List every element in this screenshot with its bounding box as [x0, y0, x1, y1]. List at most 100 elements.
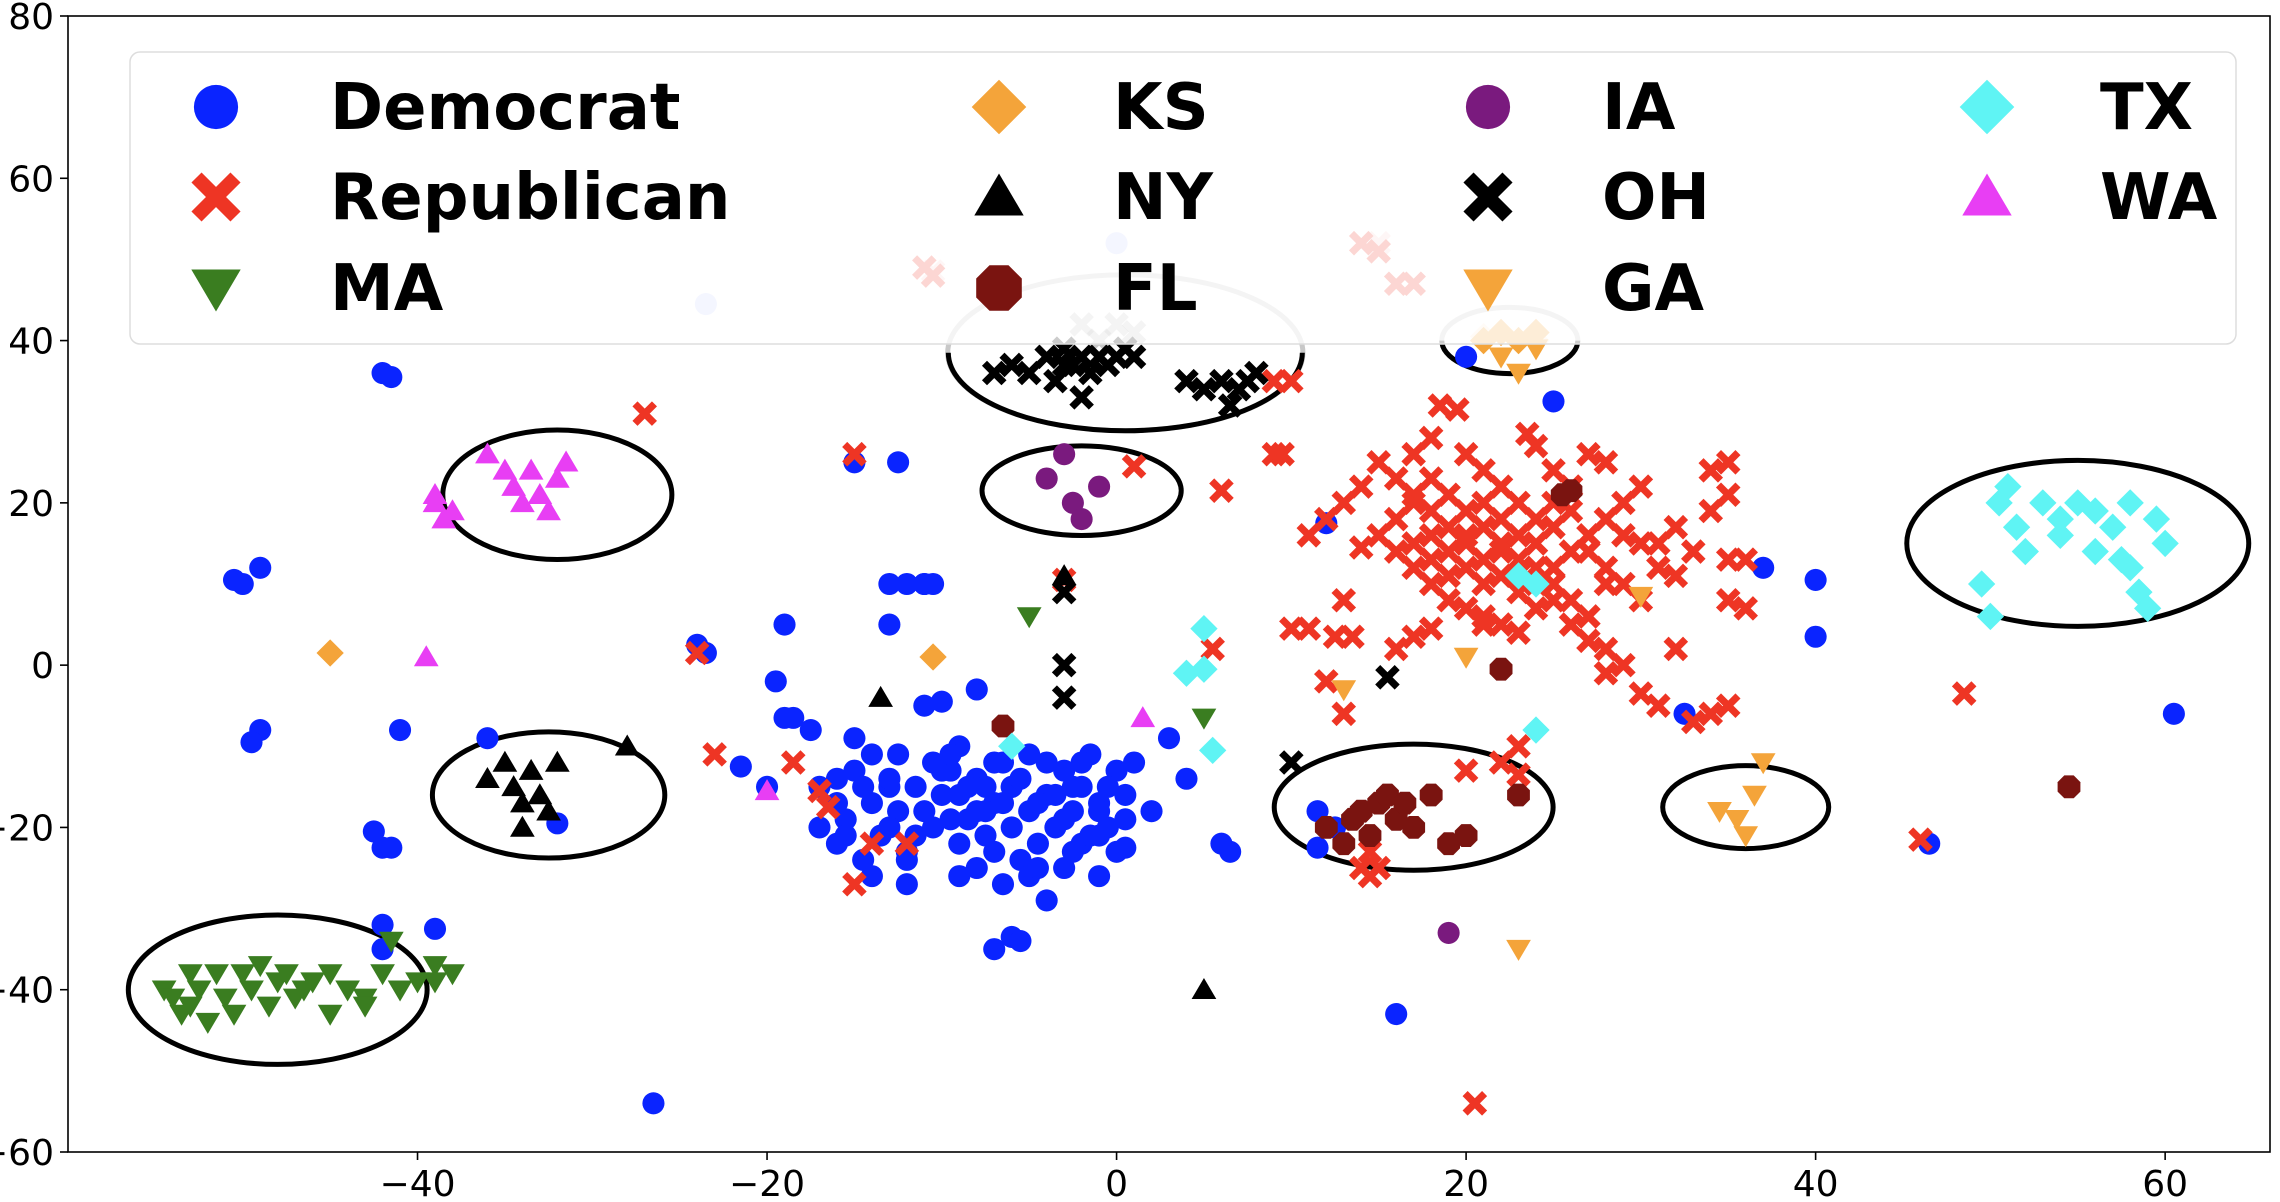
point-ga: [1331, 680, 1357, 702]
legend-label: IA: [1602, 71, 1676, 145]
point-ia: [1088, 475, 1111, 498]
point-fl: [1419, 783, 1443, 807]
point-democrat: [1088, 824, 1111, 847]
point-republican: [1418, 523, 1444, 548]
point-democrat: [371, 913, 394, 936]
point-republican: [1453, 498, 1479, 524]
y-tick-label: 0: [31, 646, 54, 687]
point-fl: [1489, 657, 1513, 681]
point-ma: [1016, 607, 1042, 629]
legend-marker: [191, 269, 241, 312]
point-republican: [1488, 750, 1514, 775]
point-oh: [1217, 393, 1243, 418]
point-democrat: [1752, 556, 1775, 579]
point-republican: [1576, 604, 1601, 629]
point-ma: [160, 988, 186, 1010]
point-democrat: [1026, 792, 1049, 815]
point-fl: [2057, 775, 2081, 799]
point-democrat: [1114, 808, 1137, 831]
point-democrat: [948, 832, 971, 855]
point-oh: [1069, 385, 1094, 410]
point-republican: [1558, 612, 1584, 637]
point-democrat: [895, 572, 918, 596]
cluster-ellipse: [1904, 457, 2252, 629]
point-democrat: [642, 1092, 665, 1115]
point-democrat: [843, 759, 866, 782]
point-democrat: [808, 816, 831, 839]
point-republican: [1506, 490, 1531, 516]
point-oh: [1174, 368, 1199, 394]
point-republican: [1418, 498, 1444, 524]
point-democrat: [878, 613, 901, 636]
point-republican: [842, 441, 867, 467]
point-republican: [780, 750, 806, 775]
legend-label: Republican: [330, 161, 730, 235]
point-ny: [510, 791, 535, 813]
point-republican: [1611, 490, 1636, 516]
point-democrat: [878, 816, 901, 839]
point-democrat: [1219, 840, 1242, 863]
point-tx: [1190, 614, 1218, 643]
point-tx: [1199, 736, 1227, 764]
point-oh: [1051, 685, 1077, 710]
point-democrat: [1114, 836, 1137, 859]
point-democrat: [423, 917, 447, 940]
cluster-ellipse: [979, 443, 1184, 539]
point-democrat: [922, 816, 945, 839]
point-republican: [1593, 636, 1619, 662]
point-democrat: [1105, 759, 1128, 782]
point-republican: [1488, 563, 1514, 589]
cluster-ellipse: [1271, 741, 1556, 873]
point-wa: [527, 483, 553, 505]
point-republican: [1383, 636, 1409, 662]
point-tx: [2125, 578, 2153, 606]
point-democrat: [1018, 743, 1041, 766]
point-republican: [1593, 660, 1619, 686]
legend-marker: [1463, 172, 1513, 222]
point-republican: [1471, 571, 1496, 597]
point-republican: [1296, 523, 1322, 548]
point-republican: [1471, 458, 1496, 483]
point-ny: [475, 767, 500, 789]
point-democrat: [1070, 751, 1093, 774]
point-fl: [1507, 783, 1530, 807]
point-oh: [1279, 750, 1304, 775]
point-democrat: [1096, 775, 1119, 798]
point-republican: [1523, 596, 1549, 621]
point-democrat: [913, 694, 936, 717]
point-ma: [230, 964, 256, 986]
point-democrat: [1026, 856, 1049, 880]
point-democrat: [887, 451, 910, 474]
point-oh: [1191, 376, 1217, 402]
point-ks: [919, 643, 947, 671]
point-democrat: [380, 836, 403, 859]
legend-label: WA: [2100, 161, 2218, 235]
point-ia: [1053, 443, 1076, 466]
point-ma: [177, 996, 203, 1018]
point-ma: [440, 964, 465, 986]
point-republican: [1200, 636, 1225, 662]
point-democrat: [991, 873, 1015, 896]
point-democrat: [965, 678, 988, 701]
point-wa: [1130, 706, 1156, 728]
point-ny: [510, 815, 535, 837]
point-oh: [1078, 360, 1103, 386]
point-republican: [1296, 616, 1322, 641]
y-tick-label: 60: [8, 159, 54, 200]
point-republican: [1383, 506, 1409, 532]
point-tx: [1522, 570, 1550, 598]
point-ma: [204, 964, 229, 986]
point-democrat: [1804, 625, 1827, 648]
point-republican: [1366, 450, 1391, 475]
point-republican: [1715, 482, 1741, 508]
point-republican: [1908, 827, 1933, 852]
point-republican: [1576, 628, 1601, 654]
point-ma: [239, 980, 264, 1002]
point-republican: [1681, 709, 1706, 735]
point-democrat: [249, 556, 272, 579]
data-points: [151, 230, 2185, 1116]
point-republican: [1663, 636, 1689, 662]
point-ga: [1506, 939, 1531, 961]
point-democrat: [930, 690, 953, 713]
point-republican: [1488, 612, 1514, 637]
